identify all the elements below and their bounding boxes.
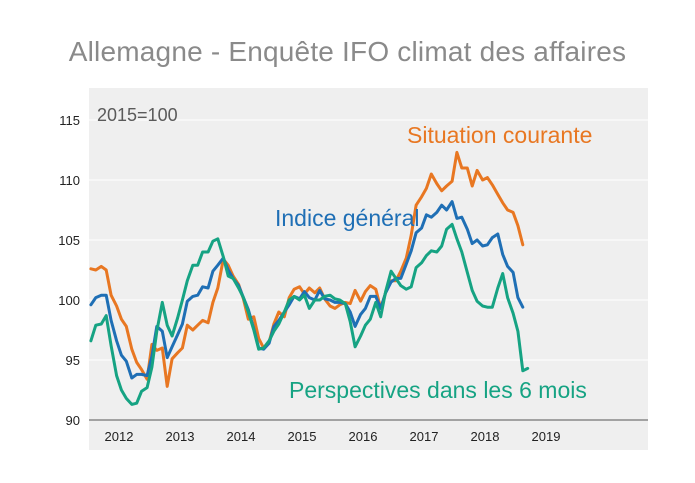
x-tick-label: 2013 [166,429,195,444]
x-tick-label: 2019 [532,429,561,444]
series-line-indice [89,200,525,380]
y-tick-label: 115 [59,113,80,128]
series-line-situation [89,150,525,388]
x-tick-label: 2018 [471,429,500,444]
y-tick-label: 110 [59,173,80,188]
x-tick-label: 2017 [410,429,439,444]
x-tick-label: 2012 [105,429,134,444]
y-tick-label: 95 [66,353,80,368]
legend-perspectives-6-mois: Perspectives dans les 6 mois [289,377,587,403]
y-tick-labels: 90 95 100 105 110 115 [58,113,80,428]
chart-title: Allemagne - Enquête IFO climat des affai… [68,36,627,67]
legend-situation-courante: Situation courante [407,122,592,148]
series-line-perspectives [89,222,530,406]
x-tick-label: 2016 [349,429,378,444]
x-tick-label: 2014 [227,429,256,444]
base-label: 2015=100 [97,105,178,125]
y-gridlines [89,119,648,361]
legend-indice-general: Indice général [275,205,420,231]
y-tick-label: 100 [58,293,80,308]
y-tick-label: 105 [58,233,80,248]
plot-area [89,88,648,450]
series-lines [89,150,530,406]
y-tick-label: 90 [66,413,80,428]
x-tick-label: 2015 [288,429,317,444]
x-tick-labels: 2012 2013 2014 2015 2016 2017 2018 2019 [105,429,561,444]
